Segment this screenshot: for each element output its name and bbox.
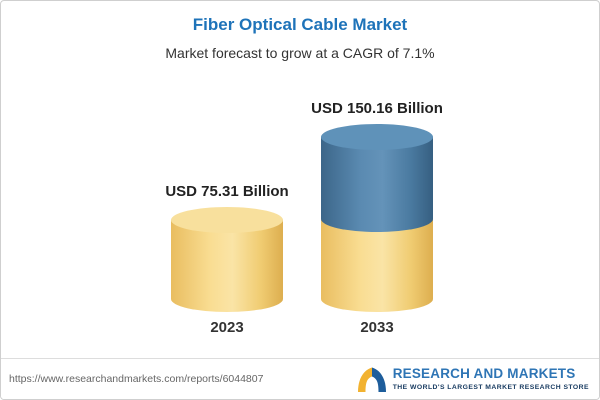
logo-text-block: RESEARCH AND MARKETS THE WORLD'S LARGEST…	[393, 366, 589, 391]
logo-tagline: THE WORLD'S LARGEST MARKET RESEARCH STOR…	[392, 383, 589, 391]
axis-label-2023: 2023	[210, 319, 244, 336]
chart-header: Fiber Optical Cable Market Market foreca…	[1, 15, 599, 61]
logo-mark-icon	[357, 367, 386, 392]
logo-name: RESEARCH AND MARKETS	[392, 366, 576, 382]
value-label-2023: USD 75.31 Billion	[165, 183, 289, 200]
footer: https://www.researchandmarkets.com/repor…	[1, 358, 599, 399]
bar-2033-cylinder	[321, 124, 433, 312]
axis-label-2033: 2033	[360, 319, 394, 336]
chart-subtitle: Market forecast to grow at a CAGR of 7.1…	[165, 45, 435, 61]
cylinder-bar-chart	[171, 124, 433, 312]
report-url-link[interactable]: https://www.researchandmarkets.com/repor…	[9, 373, 264, 385]
research-and-markets-logo: RESEARCH AND MARKETS THE WORLD'S LARGEST…	[357, 366, 589, 393]
value-label-2033: USD 150.16 Billion	[311, 100, 443, 117]
bar-2023-cylinder	[171, 207, 283, 312]
chart-title: Fiber Optical Cable Market	[192, 15, 408, 34]
